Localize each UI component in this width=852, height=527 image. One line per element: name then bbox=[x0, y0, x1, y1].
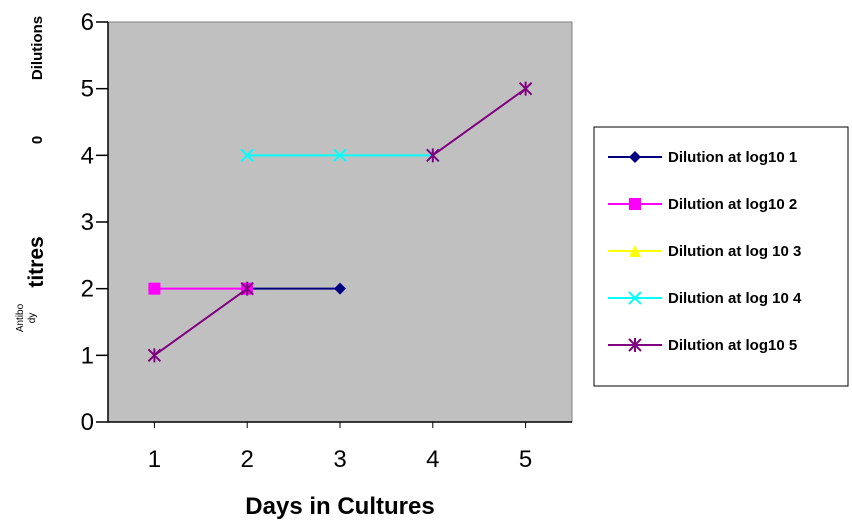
data-point-marker bbox=[148, 282, 161, 295]
legend-entry: Dilution at log10 2 bbox=[608, 196, 797, 213]
x-tick-label: 5 bbox=[519, 446, 532, 473]
x-tick-label: 2 bbox=[241, 446, 254, 473]
x-axis-title: Days in Cultures bbox=[245, 493, 434, 520]
legend-label: Dilution at log10 5 bbox=[668, 337, 797, 354]
series-segment bbox=[153, 287, 248, 357]
legend-label: Dilution at log10 1 bbox=[668, 149, 797, 166]
legend-marker bbox=[629, 245, 641, 257]
y-tick-label: 4 bbox=[81, 142, 94, 169]
series-5 bbox=[147, 81, 533, 363]
data-point-marker bbox=[426, 148, 440, 163]
legend-label: Dilution at log 10 3 bbox=[668, 243, 801, 260]
y-tick-label: 0 bbox=[81, 409, 94, 436]
y-tick-label: 1 bbox=[81, 342, 94, 369]
plot-area bbox=[107, 21, 573, 423]
y-axis-label-dy: dy bbox=[27, 313, 38, 324]
data-point-marker bbox=[240, 281, 254, 296]
x-tick-label: 4 bbox=[426, 446, 439, 473]
legend-label: Dilution at log 10 4 bbox=[668, 290, 802, 307]
legend: Dilution at log10 1 Dilution at log10 2 Di… bbox=[593, 126, 849, 387]
y-axis-label-dilutions: Dilutions bbox=[29, 16, 46, 80]
y-tick-label: 6 bbox=[81, 9, 94, 36]
y-tick-label: 2 bbox=[81, 276, 94, 303]
data-point-marker bbox=[334, 282, 346, 295]
legend-marker bbox=[628, 291, 642, 305]
y-axis-label-titres: titres bbox=[25, 236, 48, 287]
x-tick-label: 1 bbox=[148, 446, 161, 473]
legend-marker bbox=[629, 198, 641, 210]
data-point-marker bbox=[147, 348, 162, 363]
axes-layer: 0 1 2 3 4 5 6 1 2 3 4 5 bbox=[81, 9, 572, 473]
data-point-marker bbox=[518, 81, 533, 96]
x-tick-label: 3 bbox=[333, 446, 346, 473]
legend-entry: Dilution at log 10 3 bbox=[608, 243, 801, 260]
legend-label: Dilution at log10 2 bbox=[668, 196, 797, 213]
data-point-marker bbox=[240, 148, 254, 163]
legend-entry: Dilution at log10 1 bbox=[608, 149, 797, 166]
y-axis-label-zero: 0 bbox=[29, 136, 46, 144]
data-point-marker bbox=[333, 148, 347, 163]
legend-marker bbox=[628, 338, 642, 352]
y-tick-label: 5 bbox=[81, 76, 94, 103]
y-axis-label-antibo: Antibo bbox=[15, 303, 26, 332]
legend-entry: Dilution at log 10 4 bbox=[608, 290, 802, 307]
y-tick-label: 3 bbox=[81, 209, 94, 236]
series-segment bbox=[432, 87, 527, 157]
legend-marker bbox=[629, 151, 641, 163]
series-layer bbox=[147, 81, 533, 363]
legend-entry: Dilution at log10 5 bbox=[608, 337, 797, 354]
